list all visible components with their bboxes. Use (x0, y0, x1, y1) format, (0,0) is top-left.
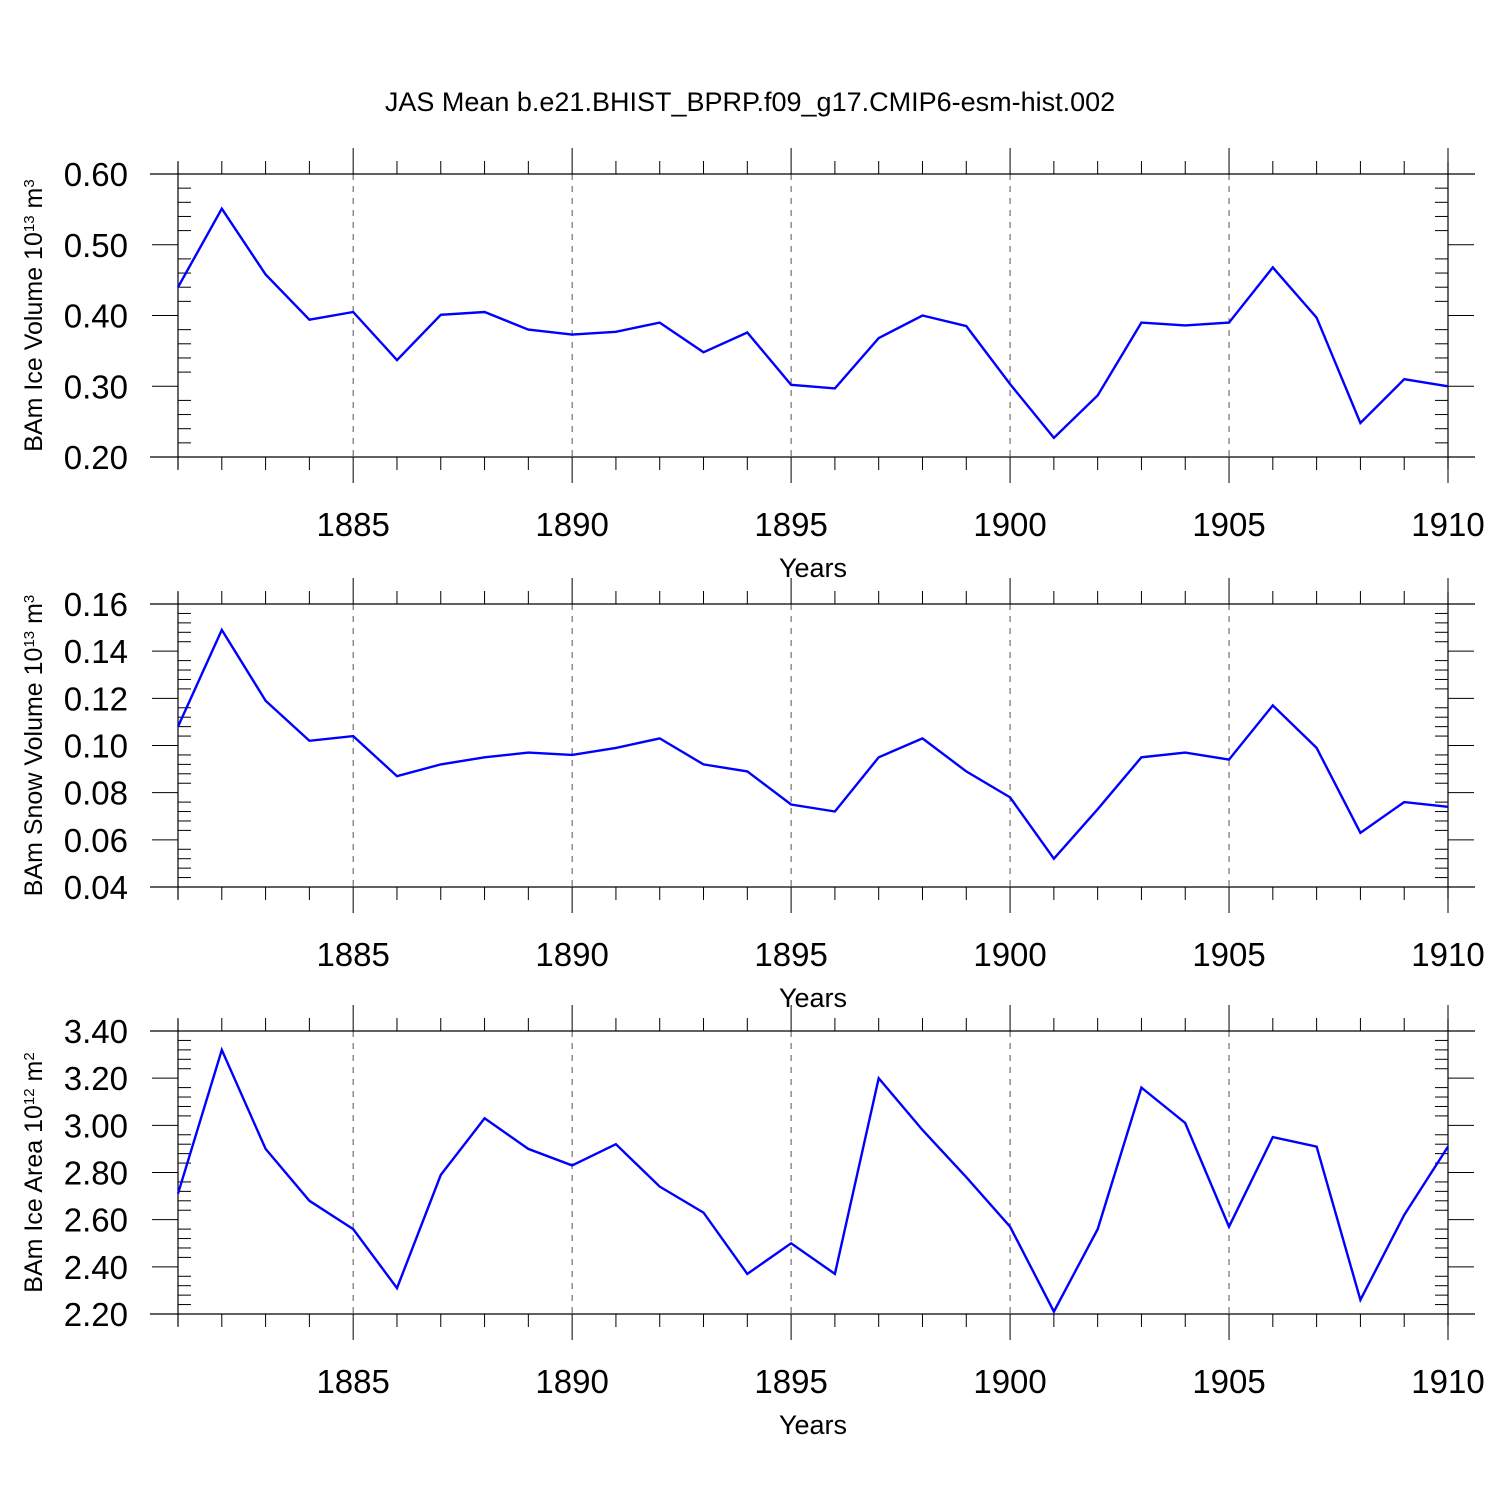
y-tick-label: 3.00 (64, 1107, 128, 1144)
y-axis-title-part: m (20, 1061, 48, 1089)
y-tick-label: 0.10 (64, 728, 128, 765)
x-tick-label: 1885 (316, 506, 389, 543)
x-axis-title: Years (779, 983, 847, 1013)
x-tick-label: 1910 (1411, 1363, 1484, 1400)
x-tick-label: 1890 (535, 1363, 608, 1400)
x-tick-label: 1890 (535, 506, 608, 543)
y-tick-label: 2.60 (64, 1202, 128, 1239)
y-axis-title-superscript: 2 (21, 1052, 38, 1060)
y-tick-label: 2.40 (64, 1249, 128, 1286)
series-line (176, 206, 1449, 440)
y-tick-label: 0.06 (64, 822, 128, 859)
x-tick-label: 1910 (1411, 936, 1484, 973)
y-tick-label: 2.20 (64, 1296, 128, 1333)
chart-title: JAS Mean b.e21.BHIST_BPRP.f09_g17.CMIP6-… (385, 87, 1115, 117)
x-tick-label: 1895 (754, 1363, 827, 1400)
panels-group: 0.20 0.30 0.40 0.50 0.60 1885 1890 1895 1900 1905… (20, 148, 1485, 1440)
y-tick-label: 0.30 (64, 368, 128, 405)
y-tick-label: 0.40 (64, 298, 128, 335)
x-axis-title: Years (779, 553, 847, 583)
y-tick-label: 3.40 (64, 1013, 128, 1050)
y-axis-title-part: m (20, 188, 48, 216)
panel-2: 0.04 0.06 0.08 0.10 0.12 0.14 0.16 1885 1890 1895… (20, 578, 1485, 1013)
x-tick-label: 1895 (754, 506, 827, 543)
y-tick-label: 0.12 (64, 680, 128, 717)
y-tick-label: 0.08 (64, 775, 128, 812)
x-tick-label: 1905 (1192, 506, 1265, 543)
x-tick-label: 1910 (1411, 506, 1484, 543)
x-tick-label: 1890 (535, 936, 608, 973)
y-axis-title-part: BAm Ice Area 10 (20, 1105, 48, 1293)
y-tick-label: 0.14 (64, 633, 128, 670)
series-line (176, 1046, 1450, 1315)
y-tick-label: 0.50 (64, 227, 128, 264)
y-axis-title-part: m (20, 603, 48, 631)
y-tick-label: 0.04 (64, 869, 128, 906)
y-axis-title-superscript: 13 (21, 215, 38, 232)
x-tick-label: 1885 (316, 1363, 389, 1400)
y-axis-title-superscript: 3 (21, 179, 38, 187)
y-axis-title-superscript: 3 (21, 595, 38, 603)
y-tick-label: 3.20 (64, 1060, 128, 1097)
y-tick-label: 0.60 (64, 156, 128, 193)
y-axis-title: BAm Snow Volume 1013 m3 (20, 595, 48, 897)
y-axis-title-part: BAm Snow Volume 10 (20, 648, 48, 897)
y-axis-title-superscript: 13 (21, 631, 38, 648)
y-tick-label: 0.20 (64, 439, 128, 476)
y-axis-title-superscript: 12 (21, 1088, 38, 1105)
x-tick-label: 1900 (973, 936, 1046, 973)
x-tick-label: 1900 (973, 506, 1046, 543)
x-tick-label: 1900 (973, 1363, 1046, 1400)
y-tick-label: 0.16 (64, 586, 128, 623)
series-line (176, 627, 1449, 861)
y-axis-title: BAm Ice Area 1012 m2 (20, 1052, 48, 1292)
y-tick-label: 2.80 (64, 1155, 128, 1192)
x-tick-label: 1905 (1192, 936, 1265, 973)
x-axis-title: Years (779, 1410, 847, 1440)
x-tick-label: 1885 (316, 936, 389, 973)
x-tick-label: 1905 (1192, 1363, 1265, 1400)
y-axis-title: BAm Ice Volume 1013 m3 (20, 179, 48, 451)
panel-3: 2.20 2.40 2.60 2.80 3.00 3.20 3.40 1885 1890 1895… (20, 1005, 1485, 1440)
panel-1: 0.20 0.30 0.40 0.50 0.60 1885 1890 1895 1900 1905… (20, 148, 1485, 583)
y-axis-title-part: BAm Ice Volume 10 (20, 232, 48, 452)
x-tick-label: 1895 (754, 936, 827, 973)
